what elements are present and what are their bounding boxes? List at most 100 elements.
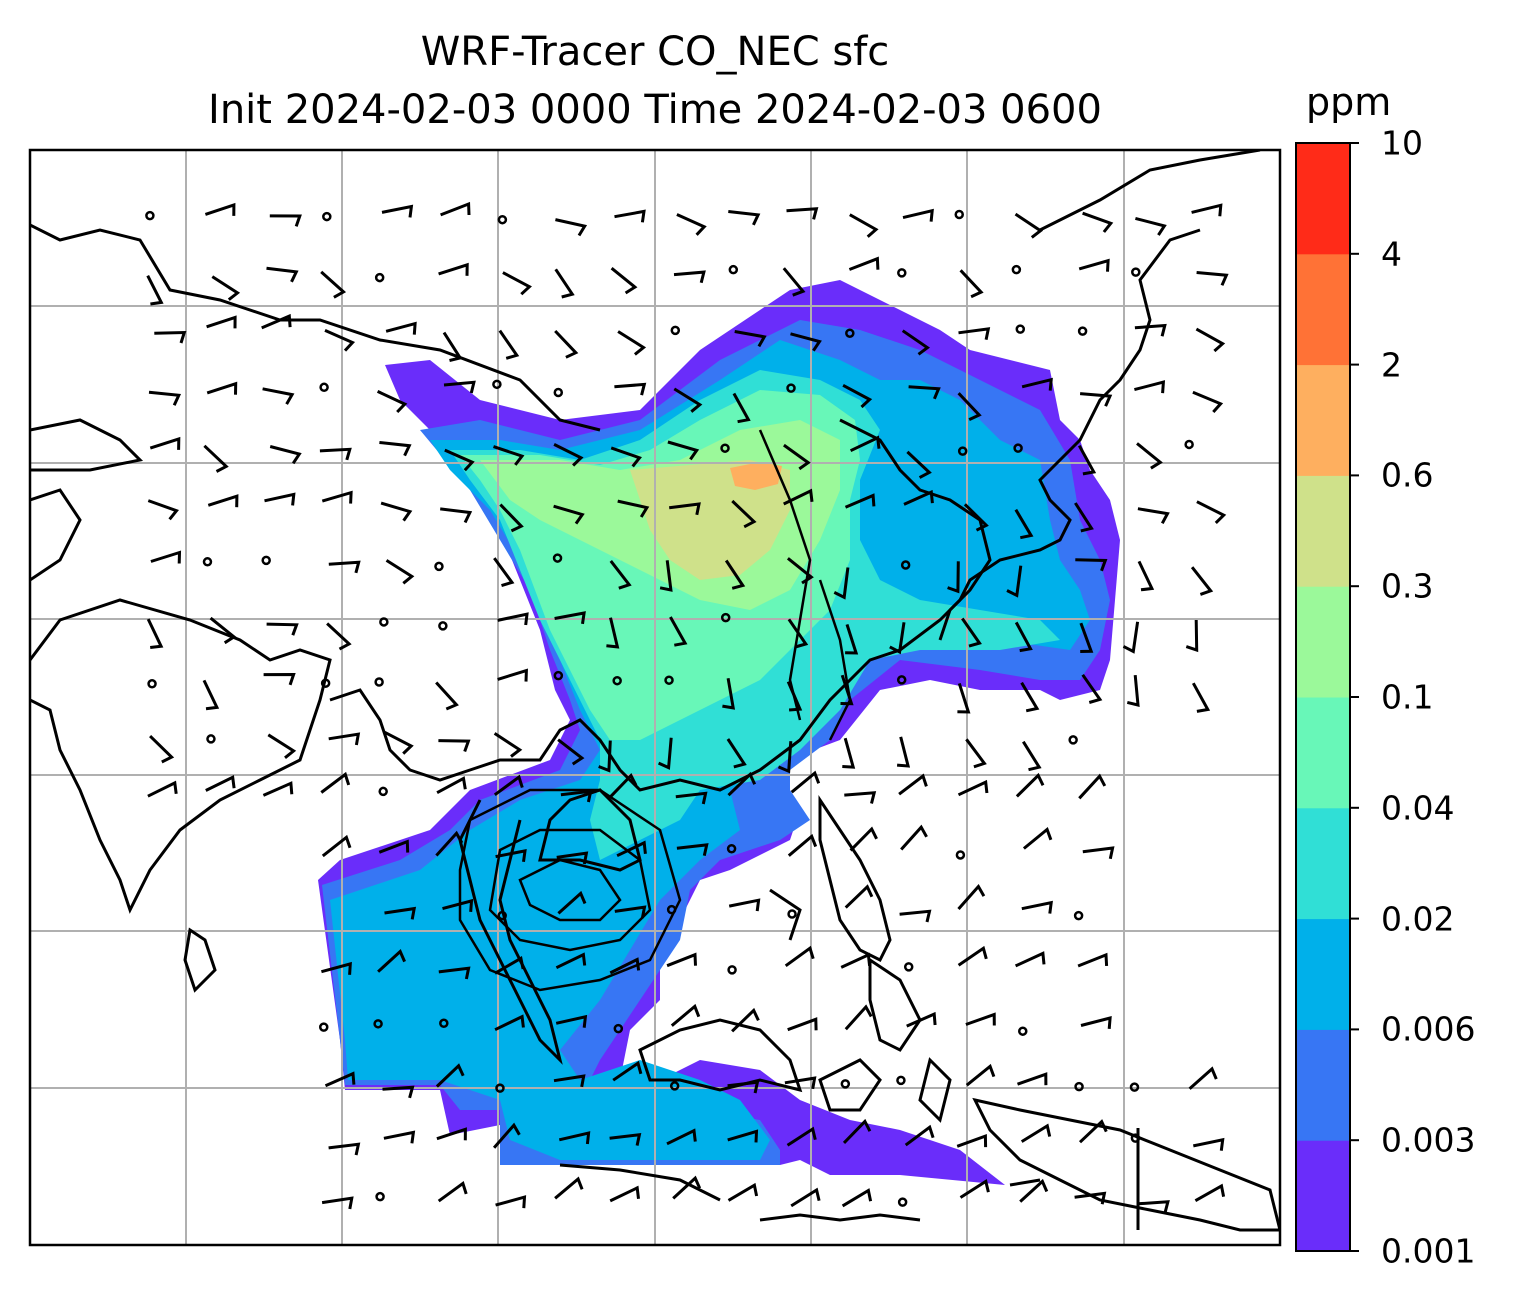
wind-barb: [731, 1007, 760, 1033]
wind-barb: [1081, 673, 1103, 704]
wind-barb: [676, 213, 707, 236]
calm-wind-marker: [373, 1019, 383, 1029]
wind-barb: [899, 909, 932, 923]
calm-wind-marker: [787, 909, 797, 919]
plot-subtitle: Init 2024-02-03 0000 Time 2024-02-03 060…: [208, 87, 1102, 133]
colorbar-segment: [1296, 475, 1350, 587]
wind-barb: [903, 489, 934, 506]
wind-barb: [724, 559, 746, 590]
wind-barb: [1077, 444, 1097, 476]
wind-barb: [787, 1017, 818, 1032]
wind-barb: [609, 1185, 640, 1203]
wind-barb: [959, 269, 984, 299]
calm-wind-marker: [378, 786, 388, 797]
wind-barb: [844, 1004, 873, 1031]
wind-barb: [666, 952, 697, 968]
wind-barb: [965, 1063, 996, 1087]
wind-barb: [444, 448, 475, 472]
wind-barb: [676, 843, 709, 857]
wind-barb: [328, 1142, 361, 1156]
wind-barb: [328, 560, 361, 574]
calm-wind-marker: [492, 379, 502, 390]
wind-barb: [904, 1124, 935, 1147]
wind-barb: [963, 503, 989, 532]
wind-barb: [901, 329, 930, 356]
colorbar: [1295, 142, 1359, 1252]
calm-wind-marker: [439, 1018, 449, 1029]
calm-wind-marker: [1129, 1082, 1140, 1092]
wind-barb: [1021, 900, 1053, 914]
wind-barb: [1078, 1119, 1108, 1144]
wind-barb: [672, 1175, 702, 1200]
wind-barb: [957, 945, 988, 967]
colorbar-tick-label: 0.04: [1381, 788, 1455, 828]
wind-barb: [324, 1071, 356, 1088]
wind-barb: [786, 207, 819, 220]
wind-barb: [1078, 258, 1110, 272]
calm-wind-marker: [1074, 1081, 1084, 1092]
wind-barb: [844, 791, 877, 804]
wind-barb: [267, 733, 297, 759]
wind-barb: [438, 966, 471, 980]
wind-barb: [657, 737, 673, 770]
wind-barb: [324, 329, 356, 352]
wind-barb: [1137, 1200, 1170, 1213]
wind-barb: [898, 773, 928, 796]
calm-wind-marker: [374, 272, 385, 283]
wind-barb: [784, 1076, 817, 1090]
wind-barb: [206, 381, 238, 395]
calm-wind-marker: [896, 1075, 906, 1086]
wind-barb: [1019, 1178, 1049, 1203]
calm-wind-marker: [322, 211, 332, 222]
wind-barb: [1014, 508, 1034, 540]
wind-barb: [617, 499, 650, 518]
wind-barb: [555, 952, 587, 970]
wind-barb: [906, 1011, 937, 1028]
wind-barb: [209, 616, 237, 645]
calm-wind-marker: [147, 679, 157, 689]
wind-barb: [889, 622, 906, 655]
wind-barb: [1194, 1183, 1226, 1203]
wind-barb: [614, 209, 646, 223]
wind-barb: [1082, 846, 1115, 860]
wind-barb: [438, 739, 471, 753]
wind-barb: [553, 504, 585, 525]
wind-barb: [147, 499, 179, 521]
calm-wind-marker: [145, 210, 155, 221]
wind-barb: [1192, 390, 1224, 413]
calm-wind-marker: [202, 557, 213, 567]
wind-barb: [149, 436, 181, 450]
calm-wind-marker: [1130, 1133, 1141, 1143]
contour-band-03: [630, 460, 790, 580]
calm-wind-marker: [375, 1191, 385, 1202]
wind-barb: [896, 736, 911, 768]
wind-barb: [1075, 558, 1108, 572]
calm-wind-marker: [552, 553, 563, 563]
wind-barb: [1137, 507, 1170, 525]
wind-barb: [494, 955, 525, 975]
wind-barb: [492, 1122, 521, 1149]
wind-barb: [266, 266, 299, 283]
calm-wind-marker: [666, 904, 677, 915]
wind-barb: [731, 499, 757, 529]
wind-barb: [1079, 622, 1094, 653]
wind-barb: [787, 618, 809, 649]
wind-barb: [437, 1180, 468, 1203]
wind-barb: [326, 622, 352, 651]
wind-barb: [782, 267, 806, 297]
wind-barb: [154, 330, 187, 344]
wind-barb: [146, 618, 164, 649]
wind-barb: [560, 789, 593, 803]
wind-barb: [667, 440, 700, 461]
wind-barb: [493, 445, 525, 466]
wind-barb: [497, 612, 529, 626]
wind-barb: [557, 738, 585, 766]
colorbar-unit: ppm: [1306, 80, 1392, 124]
wind-barb: [1014, 951, 1046, 968]
wind-barb: [842, 1118, 872, 1144]
wind-barb: [670, 1003, 701, 1027]
wind-barb: [321, 834, 352, 858]
wind-barb: [266, 622, 299, 636]
calm-wind-marker: [728, 264, 739, 275]
wind-barb: [377, 948, 406, 973]
